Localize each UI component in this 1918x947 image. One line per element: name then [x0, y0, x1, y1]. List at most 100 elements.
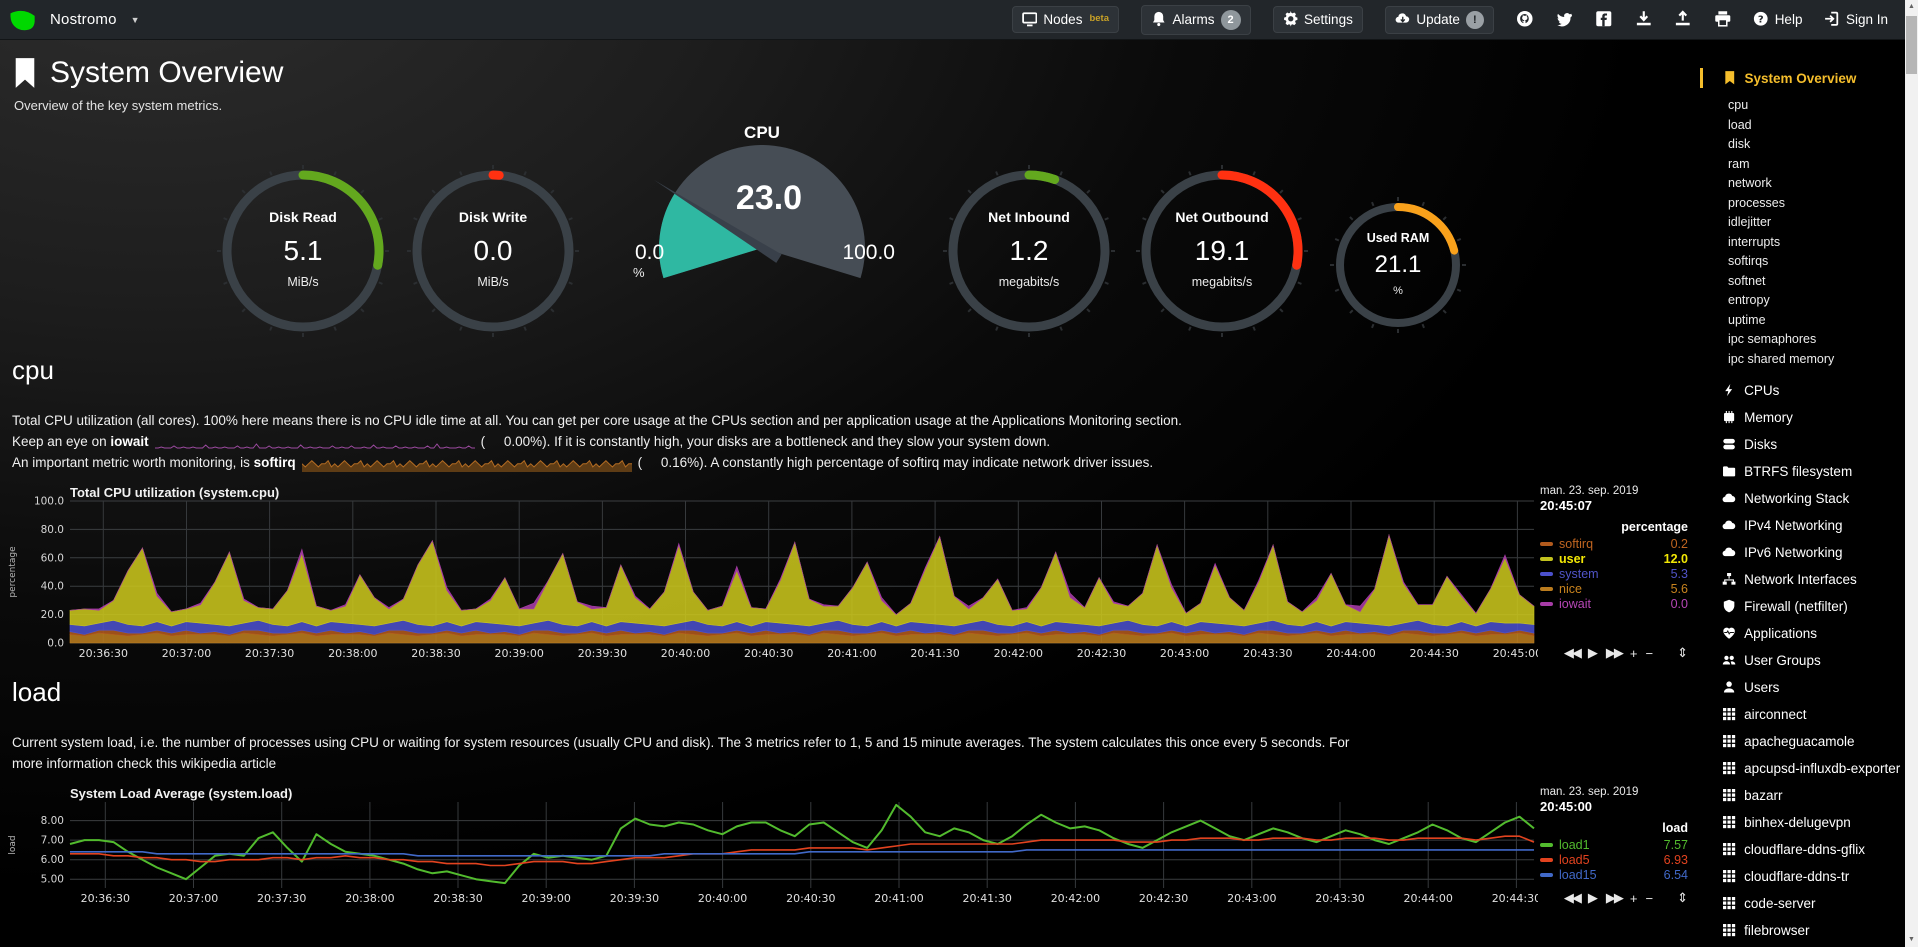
sidebar-submenu-load[interactable]: load [1728, 117, 1752, 132]
sidebar-item-airconnect[interactable]: airconnect [1706, 701, 1901, 728]
sidebar-item-binhex-delugevpn[interactable]: binhex-delugevpn [1706, 809, 1901, 836]
sidebar-item-memory[interactable]: Memory [1706, 404, 1901, 431]
hostname-dropdown-caret[interactable]: ▼ [130, 14, 140, 25]
sidebar-item-btrfs-filesystem[interactable]: BTRFS filesystem [1706, 458, 1901, 485]
legend-row-iowait[interactable]: iowait 0.0 [1540, 596, 1688, 611]
sidebar-item-users[interactable]: Users [1706, 674, 1901, 701]
scrollbar-up-arrow[interactable]: ▲ [1908, 3, 1915, 10]
github-button[interactable] [1516, 10, 1534, 28]
sidebar-submenu-idlejitter[interactable]: idlejitter [1728, 215, 1772, 229]
window-scrollbar[interactable]: ▲ ▼ [1905, 0, 1918, 947]
svg-text:20:45:00: 20:45:00 [1493, 647, 1538, 660]
print-button[interactable] [1714, 10, 1732, 28]
sidebar-item-applications[interactable]: Applications [1706, 620, 1901, 647]
facebook-button[interactable] [1595, 10, 1613, 28]
gauge-value: 21.1 [1374, 251, 1422, 278]
facebook-icon [1595, 10, 1613, 28]
svg-text:20:41:00: 20:41:00 [874, 892, 923, 905]
resize-handle[interactable]: ⇕ [1677, 645, 1688, 660]
svg-text:20:43:30: 20:43:30 [1243, 647, 1292, 660]
legend-series-name: load5 [1559, 852, 1590, 867]
gauge-net-inbound[interactable]: Net Inbound 1.2 megabits/s [941, 163, 1117, 344]
legend-row-load15[interactable]: load15 6.54 [1540, 867, 1688, 882]
sidebar-item-ipv6-networking[interactable]: IPv6 Networking [1706, 539, 1901, 566]
alarms-button[interactable]: Alarms 2 [1141, 4, 1251, 35]
legend-row-user[interactable]: user 12.0 [1540, 551, 1688, 566]
softirq-sparkline[interactable] [301, 455, 632, 472]
sidebar-item-user-groups[interactable]: User Groups [1706, 647, 1901, 674]
sidebar-submenu-processes[interactable]: processes [1728, 195, 1785, 210]
pan-forward-button[interactable]: ▶▶ [1605, 645, 1624, 660]
gauge-used-ram[interactable]: Used RAM 21.1 % [1328, 195, 1468, 340]
gauge-min: 0.0 [635, 241, 665, 264]
sidebar-item-firewall-netfilter-[interactable]: Firewall (netfilter) [1706, 593, 1901, 620]
sidebar-item-cloudflare-ddns-tr[interactable]: cloudflare-ddns-tr [1706, 863, 1901, 890]
sidebar-submenu-ipc-semaphores[interactable]: ipc semaphores [1728, 332, 1817, 346]
help-button[interactable]: ? Help [1753, 11, 1802, 27]
sidebar-item-disks[interactable]: Disks [1706, 431, 1901, 458]
load-chart-plot[interactable]: 8.00 7.00 6.00 5.00 20:36:30 20:37:00 20:37:30… [6, 786, 1538, 908]
settings-button[interactable]: Settings [1272, 6, 1363, 33]
gauge-disk-write[interactable]: Disk Write 0.0 MiB/s [405, 163, 581, 344]
sidebar-item-apacheguacamole[interactable]: apacheguacamole [1706, 728, 1901, 755]
hostname-label: Nostromo [50, 11, 117, 28]
print-icon [1714, 10, 1732, 28]
sidebar-submenu-cpu[interactable]: cpu [1728, 98, 1749, 112]
sidebar-submenu-ipc-shared-memory[interactable]: ipc shared memory [1728, 351, 1835, 366]
zoom-out-button[interactable]: − [1645, 890, 1654, 906]
sidebar-submenu-entropy[interactable]: entropy [1728, 293, 1770, 307]
legend-row-system[interactable]: system 5.3 [1540, 566, 1688, 581]
iowait-sparkline[interactable] [154, 435, 475, 450]
netdata-brand[interactable]: Nostromo ▼ [8, 5, 140, 35]
sidebar-item-networking-stack[interactable]: Networking Stack [1706, 485, 1901, 512]
zoom-in-button[interactable]: + [1629, 645, 1638, 661]
scrollbar-thumb[interactable] [1906, 16, 1917, 74]
sidebar-item-cpus[interactable]: CPUs [1706, 377, 1901, 404]
wikipedia-link[interactable]: wikipedia article [180, 756, 277, 771]
play-button[interactable]: ▶ [1587, 890, 1598, 905]
sidebar-item-cloudflare-ddns-gflix[interactable]: cloudflare-ddns-gflix [1706, 836, 1901, 863]
gauge-title: Net Outbound [1175, 209, 1269, 225]
export-button[interactable] [1674, 10, 1692, 28]
sidebar-submenu-uptime[interactable]: uptime [1728, 312, 1766, 327]
svg-text:20:41:30: 20:41:30 [910, 647, 959, 660]
gauge-cpu[interactable]: CPU 23.0 0.0 100.0 % [627, 123, 897, 310]
scrollbar-down-arrow[interactable]: ▼ [1908, 936, 1915, 943]
gauge-net-outbound[interactable]: Net Outbound 19.1 megabits/s [1134, 163, 1310, 344]
nodes-button[interactable]: Nodes beta [1011, 6, 1119, 33]
sidebar-submenu-ram[interactable]: ram [1728, 156, 1750, 171]
zoom-in-button[interactable]: + [1629, 890, 1638, 906]
sidebar-submenu-softnet[interactable]: softnet [1728, 273, 1766, 288]
pan-backward-button[interactable]: ◀◀ [1563, 645, 1582, 660]
zoom-out-button[interactable]: − [1645, 645, 1654, 661]
legend-row-load1[interactable]: load1 7.57 [1540, 837, 1688, 852]
shield-icon [1723, 600, 1735, 613]
pan-backward-button[interactable]: ◀◀ [1563, 890, 1582, 905]
legend-row-load5[interactable]: load5 6.93 [1540, 852, 1688, 867]
resize-handle[interactable]: ⇕ [1677, 890, 1688, 905]
sidebar-submenu-network[interactable]: network [1728, 176, 1772, 190]
sidebar-item-code-server[interactable]: code-server [1706, 890, 1901, 917]
legend-row-softirq[interactable]: softirq 0.2 [1540, 536, 1688, 551]
sidebar-item-system-overview[interactable]: System Overview [1700, 68, 1901, 88]
cpu-chart-plot[interactable]: 100.0 80.0 60.0 40.0 20.0 0.0 20:36:30 20:37:00… [6, 485, 1538, 663]
signin-button[interactable]: Sign In [1824, 11, 1888, 27]
sidebar-submenu-disk[interactable]: disk [1728, 137, 1751, 151]
sidebar-item-ipv4-networking[interactable]: IPv4 Networking [1706, 512, 1901, 539]
legend-row-nice[interactable]: nice 5.6 [1540, 581, 1688, 596]
sidebar-item-network-interfaces[interactable]: Network Interfaces [1706, 566, 1901, 593]
sidebar-item-bazarr[interactable]: bazarr [1706, 782, 1901, 809]
grid-icon [1723, 762, 1736, 775]
sidebar-submenu-interrupts[interactable]: interrupts [1728, 234, 1781, 249]
pan-forward-button[interactable]: ▶▶ [1605, 890, 1624, 905]
gauge-value: 5.1 [283, 235, 323, 266]
legend-series-value: 12.0 [1663, 551, 1688, 566]
gauge-disk-read[interactable]: Disk Read 5.1 MiB/s [215, 163, 391, 344]
play-button[interactable]: ▶ [1587, 645, 1598, 660]
update-button[interactable]: Update ! [1384, 5, 1494, 34]
twitter-button[interactable] [1555, 10, 1573, 28]
sidebar-item-apcupsd-influxdb-exporter[interactable]: apcupsd-influxdb-exporter [1706, 755, 1901, 782]
sidebar-submenu-softirqs[interactable]: softirqs [1728, 254, 1769, 268]
import-button[interactable] [1635, 10, 1653, 28]
sidebar-item-filebrowser[interactable]: filebrowser [1706, 917, 1901, 944]
